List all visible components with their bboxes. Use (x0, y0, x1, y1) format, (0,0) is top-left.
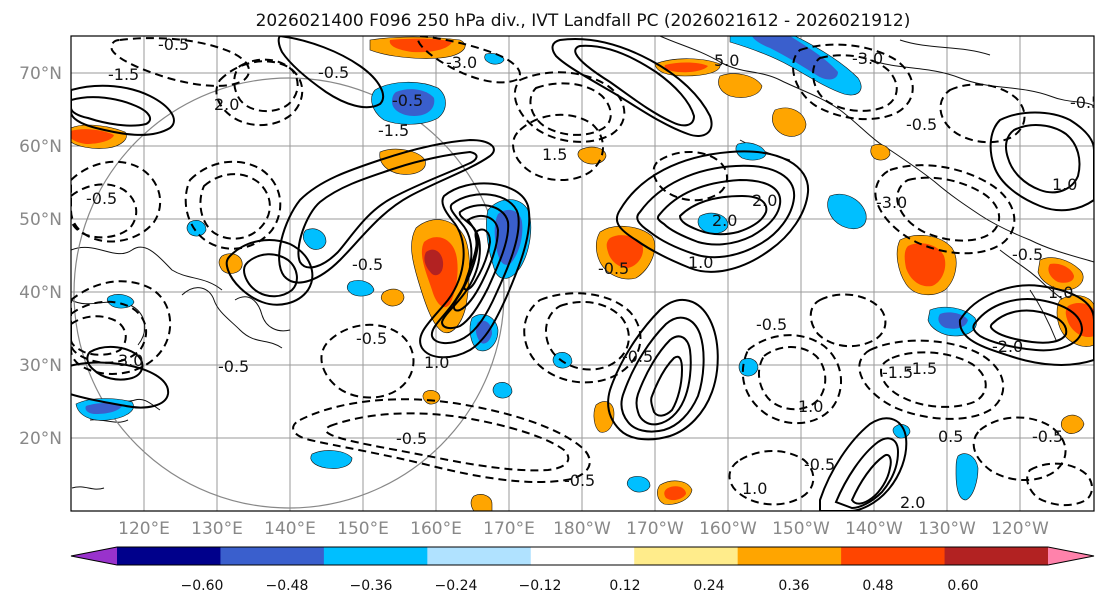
contour-label: -0.5 (598, 259, 629, 278)
latitude-labels: 70°N 60°N 50°N 40°N 30°N 20°N (19, 64, 62, 449)
lon-label-150e: 150°E (337, 519, 389, 539)
contour-label: -0.5 (906, 115, 937, 134)
contour-label: -3.0 (446, 53, 477, 72)
colorbar-swatch (944, 547, 1049, 565)
colorbar-tick: −0.36 (350, 578, 393, 594)
contour-label: -2.0 (992, 337, 1023, 356)
contour-label: -3.0 (876, 193, 907, 212)
contour-label: 2.0 (752, 191, 777, 210)
contour-label: 5.0 (714, 51, 739, 70)
lat-label-50n: 50°N (19, 210, 62, 230)
colorbar-tick: −0.24 (435, 578, 478, 594)
colorbar-swatch (117, 547, 222, 565)
lat-label-70n: 70°N (19, 64, 62, 84)
lon-label-150w: 150°W (772, 519, 830, 539)
contour-label: -0.5 (218, 357, 249, 376)
contour-label: -1.5 (882, 363, 913, 382)
lat-label-60n: 60°N (19, 137, 62, 157)
colorbar-swatches (70, 546, 1095, 566)
colorbar-tick: 0.24 (693, 578, 724, 594)
contour-label: -0.5 (756, 315, 787, 334)
contour-label: 1.0 (742, 479, 767, 498)
colorbar-tick: 0.36 (778, 578, 809, 594)
colorbar-swatch (737, 547, 842, 565)
colorbar-tick: −0.48 (266, 578, 309, 594)
colorbar-tick: −0.12 (519, 578, 562, 594)
colorbar-swatch (427, 547, 532, 565)
map-title: 2026021400 F096 250 hPa div., IVT Landfa… (256, 11, 911, 31)
colorbar-tick: 0.48 (862, 578, 893, 594)
reference-circle (73, 77, 505, 509)
contour-label: 1.0 (1048, 283, 1073, 302)
contour-labels: -0.5 -0.5 -1.5 -3.0 5.0 -3.0 -0.5 2.0 -1… (86, 35, 1101, 512)
colorbar-swatch (1048, 547, 1094, 565)
contour-label: 1.0 (688, 253, 713, 272)
contour-label: -0.5 (1012, 245, 1043, 264)
contour-label: 1.0 (1052, 175, 1077, 194)
contour-label: -0.5 (392, 91, 423, 110)
contour-label: -1.5 (108, 65, 139, 84)
lon-label-170w: 170°W (626, 519, 684, 539)
lat-label-30n: 30°N (19, 356, 62, 376)
colorbar-swatch (220, 547, 325, 565)
contour-label: 2.0 (712, 211, 737, 230)
contour-label: -0.5 (564, 471, 595, 490)
contour-label: -0.5 (1032, 427, 1063, 446)
lon-label-130w: 130°W (918, 519, 976, 539)
contour-label: 1.5 (542, 145, 567, 164)
negative-contours (71, 36, 1093, 506)
contour-label: 1.0 (798, 397, 823, 416)
contour-label: -1.5 (378, 121, 409, 140)
lon-label-120w: 120°W (991, 519, 1049, 539)
lat-label-20n: 20°N (19, 429, 62, 449)
colorbar-swatch (530, 547, 635, 565)
colorbar-swatch (841, 547, 946, 565)
colorbar-swatch (71, 547, 117, 565)
contour-label: -0.5 (158, 35, 189, 54)
contour-label: 1.0 (424, 353, 449, 372)
contour-label: -3.0 (852, 49, 883, 68)
contour-label: 2.0 (214, 95, 239, 114)
contour-label: -0.5 (318, 63, 349, 82)
positive-contours (71, 36, 1094, 511)
contour-label: -0.5 (352, 255, 383, 274)
lon-label-170e: 170°E (483, 519, 535, 539)
lon-label-140e: 140°E (264, 519, 316, 539)
lon-label-130e: 130°E (191, 519, 243, 539)
colorbar-outline (70, 546, 1095, 566)
map-panel: -0.5 -0.5 -1.5 -3.0 5.0 -3.0 -0.5 2.0 -1… (70, 35, 1101, 512)
contour-label: -0.5 (356, 329, 387, 348)
contour-label: -0.5 (622, 347, 653, 366)
contour-label: 2.0 (900, 493, 925, 512)
colorbar-swatch (323, 547, 428, 565)
colorbar: −0.60 −0.48 −0.36 −0.24 −0.12 0.12 0.24 … (70, 546, 1095, 594)
contour-label: -0.5 (86, 189, 117, 208)
lon-label-160w: 160°W (699, 519, 757, 539)
contour-label: -0.5 (804, 455, 835, 474)
lat-label-40n: 40°N (19, 283, 62, 303)
colorbar-swatch (634, 547, 739, 565)
contour-label: 0.5 (938, 427, 963, 446)
colorbar-tick: 0.12 (609, 578, 640, 594)
lon-label-120e: 120°E (118, 519, 170, 539)
lon-label-160e: 160°E (410, 519, 462, 539)
map-frame (70, 35, 1095, 512)
lon-label-140w: 140°W (845, 519, 903, 539)
lon-label-180w: 180°W (553, 519, 611, 539)
contour-label: -0.5 (1070, 93, 1101, 112)
contour-label: -0.5 (396, 429, 427, 448)
colorbar-tick: 0.60 (947, 578, 978, 594)
contour-label: -1.5 (906, 359, 937, 378)
contour-label: 3.0 (118, 351, 143, 370)
colorbar-tick: −0.60 (181, 578, 224, 594)
colorbar-tick-labels: −0.60 −0.48 −0.36 −0.24 −0.12 0.12 0.24 … (181, 578, 979, 594)
longitude-labels: 120°E 130°E 140°E 150°E 160°E 170°E 180°… (118, 519, 1049, 539)
